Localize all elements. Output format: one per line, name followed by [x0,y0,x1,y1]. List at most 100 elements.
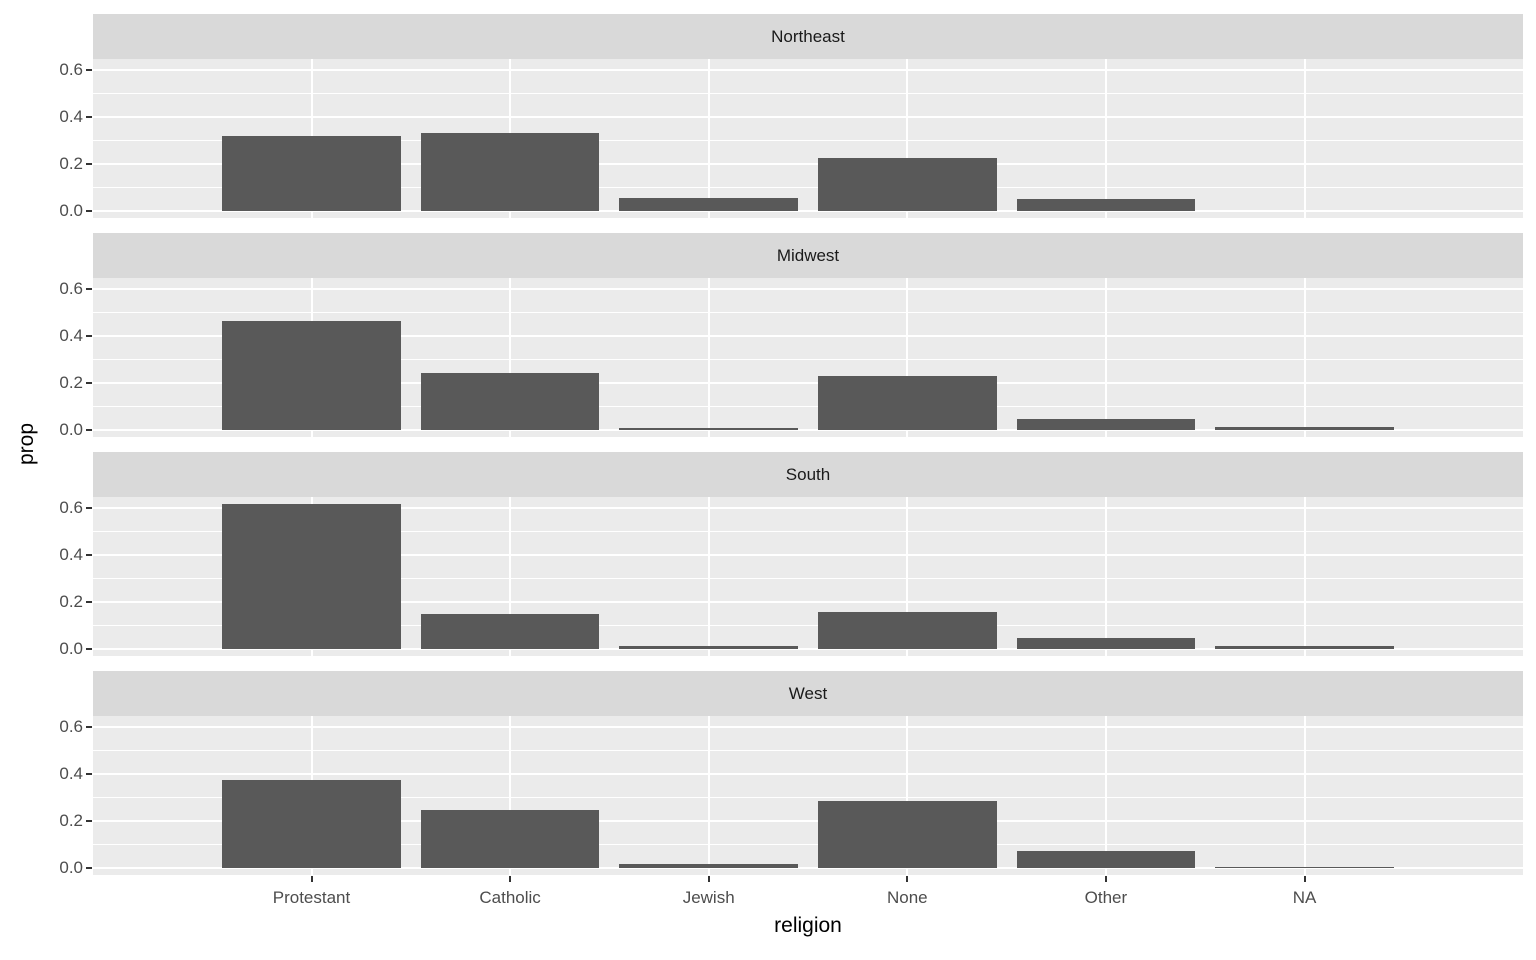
bar-south-jewish [619,645,799,649]
bar-northeast-protestant [222,135,401,211]
gridline-minor [93,311,1523,313]
x-tick-mark [1104,876,1107,882]
bar-south-none [817,611,997,649]
facet-strip-midwest: Midwest [93,233,1523,278]
x-tick-label-other: Other [1084,888,1128,907]
y-tick-label: 0.6 [59,278,83,298]
x-tick-mark [1303,876,1306,882]
y-tick-mark [86,600,92,603]
bar-northeast-other [1016,199,1196,211]
gridline-minor [93,624,1523,626]
y-tick-mark [86,819,92,822]
y-tick-mark [86,287,92,290]
y-tick-label: 0.4 [59,544,83,564]
bar-midwest-protestant [222,320,401,430]
gridline-major-vertical [509,497,512,656]
y-tick-mark [86,381,92,384]
facet-panel-west [93,716,1523,875]
y-tick-label: 0.6 [59,716,83,736]
y-tick-mark [86,647,92,650]
gridline-major [93,428,1523,431]
gridline-major-vertical [1104,59,1107,218]
gridline-major [93,600,1523,603]
gridline-minor [93,796,1523,798]
gridline-major [93,162,1523,165]
gridline-major-vertical [1303,278,1306,437]
x-tick-label-na: NA [1292,888,1317,907]
gridline-minor [93,139,1523,141]
facet-panel-midwest [93,278,1523,437]
gridline-major-vertical [906,497,909,656]
bar-west-protestant [222,779,401,868]
facet-strip-label: South [785,464,831,484]
x-tick-mark [310,876,313,882]
y-tick-label: 0.6 [59,59,83,79]
gridline-major-vertical [707,59,710,218]
bar-northeast-jewish [619,197,799,211]
y-tick-mark [86,115,92,118]
y-tick-mark [86,772,92,775]
gridline-minor [93,186,1523,188]
gridline-minor [93,405,1523,407]
x-tick-label-none: None [886,888,928,907]
x-tick-mark [707,876,710,882]
gridline-major-vertical [906,59,909,218]
x-tick-label-jewish: Jewish [682,888,735,907]
y-tick-label: 0.0 [59,857,83,877]
facet-strip-label: Northeast [771,26,845,46]
x-tick-mark [906,876,909,882]
y-tick-label: 0.0 [59,419,83,439]
y-tick-mark [86,506,92,509]
gridline-major [93,553,1523,556]
gridline-major [93,115,1523,118]
bar-west-catholic [420,810,600,868]
x-tick-label-protestant: Protestant [272,888,351,907]
bar-south-na [1215,646,1394,649]
y-tick-mark [86,209,92,212]
gridline-major [93,381,1523,384]
facet-strip-south: South [93,452,1523,497]
gridline-major [93,772,1523,775]
gridline-minor [93,530,1523,532]
y-tick-label: 0.2 [59,810,83,830]
y-tick-mark [86,334,92,337]
y-axis-title: prop [15,422,38,465]
gridline-major [93,68,1523,71]
gridline-major [93,866,1523,869]
gridline-major-vertical [707,716,710,875]
gridline-major [93,334,1523,337]
bar-south-catholic [420,613,600,649]
y-tick-label: 0.6 [59,497,83,517]
bar-west-na [1215,866,1394,868]
gridline-major [93,819,1523,822]
bar-midwest-catholic [420,372,600,430]
gridline-major-vertical [707,497,710,656]
y-tick-mark [86,428,92,431]
y-tick-label: 0.2 [59,372,83,392]
y-tick-label: 0.4 [59,763,83,783]
gridline-major [93,287,1523,290]
y-tick-label: 0.2 [59,591,83,611]
gridline-major [93,209,1523,212]
bar-west-none [817,800,997,868]
y-tick-label: 0.4 [59,106,83,126]
facet-strip-west: West [93,671,1523,716]
x-tick-label-catholic: Catholic [479,888,541,907]
bar-northeast-none [817,157,997,211]
gridline-major-vertical [1303,497,1306,656]
gridline-major-vertical [906,716,909,875]
y-tick-label: 0.2 [59,153,83,173]
gridline-major-vertical [1104,278,1107,437]
gridline-major [93,506,1523,509]
bar-midwest-other [1016,418,1196,430]
gridline-minor [93,843,1523,845]
y-tick-mark [86,866,92,869]
gridline-major-vertical [906,278,909,437]
facet-strip-label: Midwest [776,245,840,265]
y-tick-mark [86,553,92,556]
facet-strip-label: West [788,683,828,703]
bar-midwest-none [817,375,997,430]
x-tick-mark [509,876,512,882]
bar-south-protestant [222,504,401,649]
